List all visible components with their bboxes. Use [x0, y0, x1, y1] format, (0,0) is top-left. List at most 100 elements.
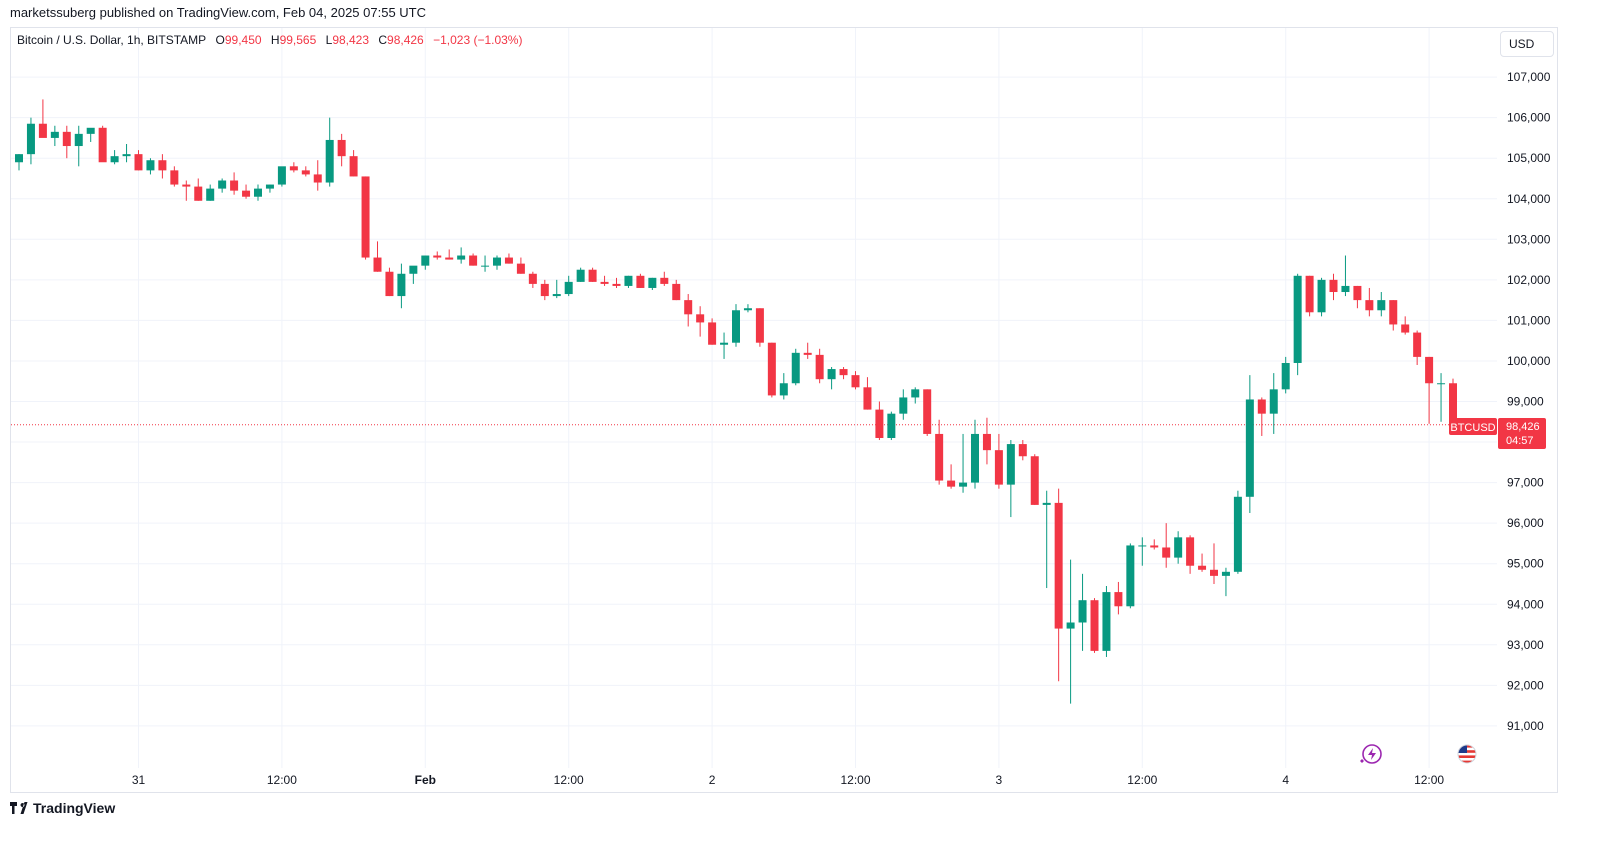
- candle-body: [1126, 545, 1135, 607]
- candle: [361, 176, 370, 260]
- candle: [851, 371, 860, 390]
- candle-body: [899, 397, 908, 414]
- candle: [493, 255, 501, 270]
- candle-body: [600, 281, 609, 284]
- candle: [469, 253, 478, 266]
- candle-body: [1269, 389, 1278, 414]
- candle-body: [528, 273, 537, 284]
- candle: [86, 127, 95, 142]
- candle-body: [504, 257, 513, 264]
- candle: [457, 247, 466, 264]
- candle-body: [959, 482, 968, 487]
- candle-body: [194, 186, 203, 201]
- candle: [134, 150, 143, 171]
- candle-body: [50, 131, 59, 138]
- candle: [1078, 573, 1087, 651]
- y-tick-label: 99,000: [1507, 395, 1544, 409]
- candle: [1425, 356, 1434, 424]
- candle-body: [636, 275, 645, 288]
- candle-body: [588, 269, 597, 282]
- currency-button[interactable]: USD: [1500, 31, 1554, 57]
- candle: [923, 389, 932, 436]
- candle-body: [1341, 285, 1350, 293]
- candle: [313, 160, 322, 191]
- candle: [708, 318, 717, 345]
- x-tick-label: 12:00: [1414, 773, 1444, 787]
- candle: [98, 125, 107, 163]
- candle-body: [791, 352, 800, 384]
- legend-close-value: 98,426: [387, 33, 424, 47]
- candle: [194, 178, 203, 201]
- candle: [1150, 539, 1159, 550]
- candle: [373, 241, 382, 272]
- candle: [1066, 559, 1075, 704]
- candle: [564, 275, 573, 297]
- candle: [600, 275, 609, 286]
- candle: [182, 180, 191, 201]
- candle: [1449, 378, 1457, 425]
- candle: [755, 308, 764, 347]
- candle: [732, 304, 740, 347]
- candle-body: [803, 352, 812, 355]
- price-label-symbol-box: [1449, 418, 1497, 435]
- candle-body: [1437, 383, 1446, 385]
- candle-body: [839, 369, 848, 376]
- candle: [803, 342, 812, 359]
- candle-body: [1317, 279, 1326, 313]
- y-tick-label: 104,000: [1507, 192, 1551, 206]
- y-tick-label: 94,000: [1507, 597, 1544, 611]
- candle: [1281, 356, 1290, 394]
- candle-body: [971, 433, 979, 483]
- candle: [1233, 490, 1242, 574]
- candle-body: [182, 184, 191, 187]
- publisher-caption: marketssuberg published on TradingView.c…: [10, 5, 426, 20]
- candle-body: [875, 409, 884, 438]
- candle-body: [62, 131, 71, 147]
- candle: [1221, 567, 1230, 597]
- candle-body: [1066, 622, 1075, 629]
- candle-body: [230, 180, 239, 191]
- candle-body: [1353, 285, 1362, 301]
- y-tick-label: 102,000: [1507, 273, 1551, 287]
- candle: [947, 464, 956, 489]
- candle-body: [1090, 600, 1099, 651]
- candle: [1114, 581, 1123, 615]
- candle-body: [445, 257, 454, 260]
- candle-body: [576, 269, 585, 282]
- candle: [1389, 300, 1398, 331]
- candle-body: [373, 257, 382, 272]
- candle: [277, 166, 286, 187]
- candle: [1030, 454, 1039, 505]
- candle: [158, 154, 167, 179]
- x-tick-label: 2: [709, 773, 716, 787]
- candle-body: [1054, 502, 1063, 629]
- candle-body: [421, 255, 430, 266]
- candle: [170, 166, 179, 187]
- candle: [779, 373, 788, 400]
- candle-body: [516, 263, 525, 274]
- price-label: BTCUSD 98,426 04:57: [1449, 418, 1546, 449]
- y-tick-label: 92,000: [1507, 678, 1544, 692]
- candle-body: [361, 176, 370, 258]
- candle: [230, 172, 239, 195]
- candle: [122, 144, 131, 163]
- legend-symbol[interactable]: Bitcoin / U.S. Dollar, 1h, BITSTAMP: [17, 33, 207, 47]
- candle: [1186, 535, 1195, 574]
- x-tick-label: 3: [996, 773, 1003, 787]
- candle: [445, 249, 454, 260]
- tradingview-logo-icon: [10, 802, 28, 814]
- candle: [1162, 523, 1171, 568]
- candle-body: [397, 273, 406, 297]
- candle-body: [1365, 300, 1374, 311]
- candle: [1293, 273, 1302, 376]
- us-flag-icon[interactable]: [1457, 744, 1477, 764]
- tradingview-footer-logo[interactable]: TradingView: [10, 800, 115, 816]
- candle-body: [218, 180, 227, 189]
- candle: [38, 99, 47, 138]
- candle-body: [1449, 383, 1457, 425]
- candle-body: [493, 257, 501, 266]
- candle-body: [827, 369, 836, 380]
- flash-icon[interactable]: [1360, 744, 1382, 764]
- candle: [289, 162, 298, 173]
